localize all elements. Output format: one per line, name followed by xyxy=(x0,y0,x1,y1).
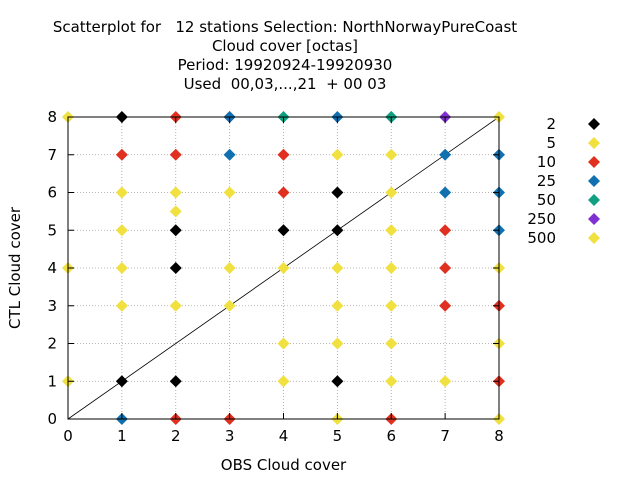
x-tick-label: 2 xyxy=(171,427,181,445)
data-point-series-10 xyxy=(115,148,128,161)
x-tick-label: 0 xyxy=(63,427,73,445)
data-point-series-2 xyxy=(169,262,182,274)
data-point-series-5 xyxy=(331,299,344,312)
data-point-series-5 xyxy=(385,337,398,350)
legend-label: 50 xyxy=(537,191,556,209)
legend-marker xyxy=(588,156,600,168)
data-point-series-5 xyxy=(169,299,182,312)
data-point-series-5 xyxy=(223,262,236,274)
data-point-series-5 xyxy=(331,337,344,350)
data-point-series-2 xyxy=(169,224,182,237)
data-point-series-5 xyxy=(115,299,128,312)
legend-marker xyxy=(588,175,600,187)
x-tick-label: 5 xyxy=(333,427,343,445)
legend-label: 5 xyxy=(546,134,556,152)
data-point-series-5 xyxy=(115,262,128,274)
data-point-series-2 xyxy=(331,186,344,199)
data-point-series-5 xyxy=(277,262,290,274)
legend-label: 500 xyxy=(527,229,556,247)
x-tick-label: 1 xyxy=(117,427,127,445)
chart-title-line-1: Scatterplot for 12 stations Selection: N… xyxy=(52,18,518,36)
legend-label: 10 xyxy=(537,153,556,171)
data-point-series-10 xyxy=(277,186,290,199)
y-tick-label: 8 xyxy=(47,108,57,126)
data-point-series-5 xyxy=(169,205,182,218)
data-point-series-5 xyxy=(277,375,290,388)
data-point-series-2 xyxy=(115,375,128,388)
legend-marker xyxy=(588,232,600,244)
data-point-series-5 xyxy=(385,299,398,312)
legend-marker xyxy=(588,194,600,206)
data-point-series-25 xyxy=(223,148,236,161)
data-point-series-5 xyxy=(277,337,290,350)
data-point-series-2 xyxy=(169,375,182,388)
x-tick-label: 6 xyxy=(386,427,396,445)
y-tick-label: 7 xyxy=(47,146,57,164)
data-point-series-10 xyxy=(169,148,182,161)
data-point-series-25 xyxy=(439,148,452,161)
data-point-series-5 xyxy=(115,186,128,199)
x-tick-label: 7 xyxy=(440,427,450,445)
data-point-series-10 xyxy=(439,262,452,274)
legend-marker xyxy=(588,137,600,149)
chart-title-line-4: Used 00,03,...,21 + 00 03 xyxy=(183,75,387,93)
data-point-series-10 xyxy=(439,299,452,312)
data-point-series-5 xyxy=(385,375,398,388)
y-tick-label: 4 xyxy=(47,259,57,277)
x-tick-label: 3 xyxy=(225,427,235,445)
data-point-series-2 xyxy=(331,375,344,388)
data-point-series-5 xyxy=(385,186,398,199)
x-tick-label: 8 xyxy=(494,427,504,445)
y-axis-label: CTL Cloud cover xyxy=(6,206,24,329)
data-point-series-2 xyxy=(331,224,344,237)
chart-title-line-3: Period: 19920924-19920930 xyxy=(177,56,393,74)
y-ticks: 0 1 2 3 4 5 6 7 8 xyxy=(47,108,499,428)
x-tick-label: 4 xyxy=(279,427,289,445)
data-point-series-5 xyxy=(439,375,452,388)
x-ticks: 0 1 2 3 4 5 6 7 8 xyxy=(63,117,504,445)
data-point-series-5 xyxy=(385,224,398,237)
data-point-series-5 xyxy=(169,186,182,199)
data-point-series-10 xyxy=(439,224,452,237)
chart-title-line-2: Cloud cover [octas] xyxy=(211,37,359,55)
data-point-series-5 xyxy=(223,186,236,199)
legend-label: 250 xyxy=(527,210,556,228)
data-point-series-5 xyxy=(331,148,344,161)
data-point-series-2 xyxy=(277,224,290,237)
x-axis-label: OBS Cloud cover xyxy=(221,456,347,474)
legend-marker xyxy=(588,213,600,225)
legend-label: 2 xyxy=(546,115,556,133)
data-point-series-25 xyxy=(439,186,452,199)
y-tick-label: 0 xyxy=(47,410,57,428)
data-point-series-5 xyxy=(331,262,344,274)
y-tick-label: 5 xyxy=(47,221,57,239)
legend-label: 25 xyxy=(537,172,556,190)
y-tick-label: 1 xyxy=(47,372,57,390)
legend-marker xyxy=(588,118,600,130)
y-tick-label: 6 xyxy=(47,184,57,202)
data-point-series-10 xyxy=(277,148,290,161)
y-tick-label: 3 xyxy=(47,297,57,315)
data-point-series-5 xyxy=(115,224,128,237)
data-point-series-5 xyxy=(223,299,236,312)
data-point-series-5 xyxy=(385,262,398,274)
y-tick-label: 2 xyxy=(47,335,57,353)
data-point-series-5 xyxy=(385,148,398,161)
